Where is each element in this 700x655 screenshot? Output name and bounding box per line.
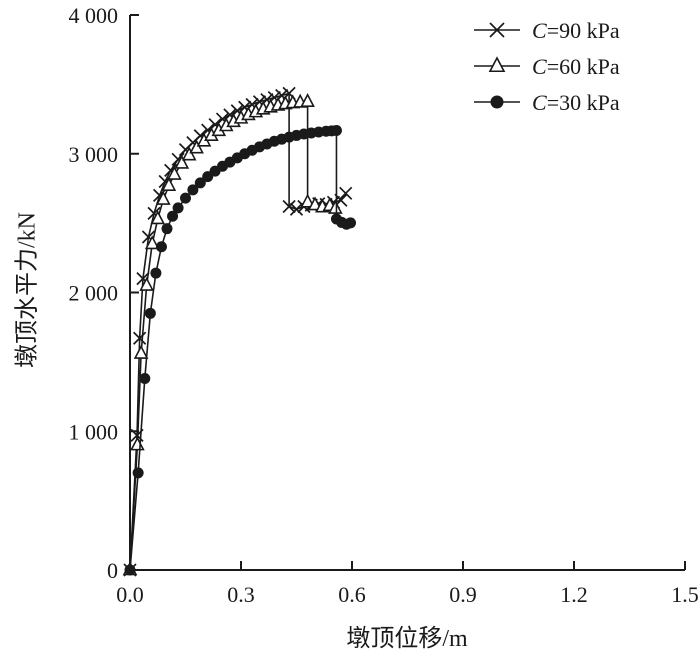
circle-marker-icon: [187, 184, 199, 196]
x-marker-icon: [339, 186, 353, 200]
triangle-marker-icon: [139, 276, 154, 291]
x-tick-label: 0.3: [227, 582, 255, 607]
legend-item-c60: C=60 kPa: [474, 54, 620, 79]
y-axis-label: 墩顶水平力/kN: [14, 212, 41, 368]
circle-marker-icon: [172, 202, 184, 214]
triangle-marker-icon: [167, 165, 182, 180]
circle-marker-icon: [150, 267, 162, 279]
circle-marker-icon: [161, 223, 173, 235]
circle-marker-icon: [139, 373, 151, 385]
legend-item-c30: C=30 kPa: [474, 90, 620, 115]
y-tick-label: 0: [107, 558, 118, 583]
x-tick-label: 0.0: [116, 582, 144, 607]
y-tick-label: 2 000: [69, 281, 119, 306]
x-tick-label: 1.2: [560, 582, 588, 607]
triangle-marker-icon: [307, 196, 323, 211]
x-marker-icon: [133, 331, 147, 345]
circle-marker-icon: [345, 217, 357, 229]
x-tick-label: 0.9: [449, 582, 477, 607]
circle-marker-icon: [167, 210, 179, 222]
triangle-marker-icon: [300, 193, 315, 208]
triangle-marker-icon: [181, 146, 197, 161]
x-marker-icon: [141, 230, 156, 244]
legend-label: C=90 kPa: [532, 18, 620, 43]
legend-item-c90: C=90 kPa: [474, 18, 620, 43]
circle-marker-icon: [144, 307, 156, 319]
circle-marker-icon: [180, 192, 191, 204]
x-marker-icon: [171, 152, 185, 166]
circle-marker-icon: [132, 467, 144, 479]
triangle-marker-icon: [174, 154, 190, 169]
tick-labels: 0.0 0.3 0.6 0.9 1.2 1.5 0 1 000 2 000 3 000 4 000: [69, 3, 699, 607]
x-marker-icon: [152, 188, 167, 202]
y-tick-label: 3 000: [69, 142, 119, 167]
triangle-marker-icon: [155, 190, 171, 205]
x-marker-icon: [282, 199, 296, 214]
circle-marker-icon: [490, 95, 504, 109]
triangle-marker-icon: [328, 199, 343, 214]
legend: C=90 kPa C=60 kPa C=30 kPa: [474, 18, 620, 115]
circle-marker-icon: [194, 177, 206, 189]
x-marker-icon: [193, 129, 207, 143]
series-c60: [122, 92, 343, 576]
series-c30: [124, 124, 357, 576]
circle-marker-icon: [155, 241, 167, 253]
triangle-marker-icon: [150, 210, 166, 225]
x-tick-label: 0.6: [338, 582, 366, 607]
triangle-marker-icon: [161, 176, 177, 191]
triangle-marker-icon: [300, 92, 315, 108]
circle-marker-icon: [124, 564, 136, 576]
y-tick-label: 4 000: [69, 3, 119, 28]
x-marker-icon: [136, 272, 150, 286]
triangle-marker-icon: [144, 235, 160, 250]
x-tick-label: 1.5: [671, 582, 699, 607]
triangle-marker-icon: [133, 344, 149, 359]
triangle-marker-icon: [488, 56, 506, 73]
triangle-marker-icon: [189, 139, 204, 154]
x-marker-icon: [289, 202, 304, 216]
legend-label: C=60 kPa: [532, 54, 620, 79]
x-marker-icon: [164, 163, 178, 178]
x-marker-icon: [489, 22, 505, 38]
series-line-c90: [129, 92, 347, 571]
legend-label: C=30 kPa: [532, 90, 620, 115]
y-tick-label: 1 000: [69, 419, 119, 444]
circle-marker-icon: [330, 124, 342, 136]
x-marker-icon: [147, 206, 161, 221]
series-line-c60: [129, 100, 336, 571]
x-axis-label: 墩顶位移/m: [346, 626, 468, 652]
